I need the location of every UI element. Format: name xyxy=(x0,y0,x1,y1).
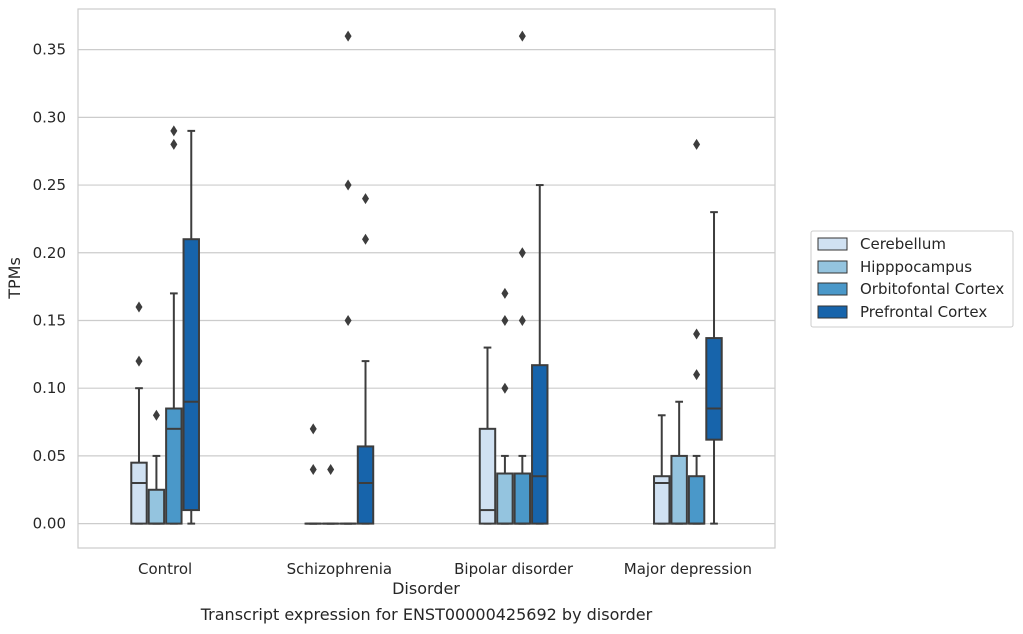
y-tick-label: 0.25 xyxy=(33,176,66,194)
y-tick-label: 0.00 xyxy=(33,515,66,533)
legend-label-orbitofrontal: Orbitofontal Cortex xyxy=(860,280,1004,298)
box-0-3 xyxy=(653,414,671,525)
box-2-1 xyxy=(339,30,357,525)
outlier-marker xyxy=(327,463,335,475)
box-body xyxy=(687,475,706,525)
legend-entry-prefrontal: Prefrontal Cortex xyxy=(817,303,987,321)
box-3-1 xyxy=(356,193,375,525)
legend-label-hippocampus: Hipppocampus xyxy=(860,258,972,276)
box-1-1 xyxy=(321,463,340,525)
outlier-marker xyxy=(170,125,178,137)
outlier-marker xyxy=(135,301,143,313)
box-1-0 xyxy=(147,409,166,525)
y-tick-label: 0.20 xyxy=(33,244,66,262)
x-axis-label: Disorder xyxy=(392,579,460,598)
legend-entry-orbitofrontal: Orbitofontal Cortex xyxy=(817,280,1004,298)
y-tick-label: 0.30 xyxy=(33,108,66,126)
x-tick-label: Schizophrenia xyxy=(287,560,392,578)
outlier-marker xyxy=(362,193,370,205)
outlier-marker xyxy=(501,314,509,326)
box-body xyxy=(670,454,688,525)
y-tick-label: 0.10 xyxy=(33,379,66,397)
outlier-marker xyxy=(344,30,352,42)
x-tick-labels: Control Schizophrenia Bipolar disorder Majo… xyxy=(138,560,752,578)
box-2-2 xyxy=(513,30,532,525)
outlier-marker xyxy=(309,463,317,475)
outlier-marker xyxy=(501,287,509,299)
outlier-marker xyxy=(135,355,143,367)
legend-entry-cerebellum: Cerebellum xyxy=(817,235,946,253)
box-3-0 xyxy=(182,129,200,525)
y-tick-label: 0.35 xyxy=(33,41,66,59)
outlier-marker xyxy=(344,314,352,326)
outlier-marker xyxy=(693,138,701,150)
plot-frame xyxy=(77,8,776,549)
legend-swatch-hippocampus xyxy=(817,260,848,274)
legend-entry-hippocampus: Hipppocampus xyxy=(817,258,972,276)
box-2-0 xyxy=(165,125,183,525)
box-0-1 xyxy=(304,423,322,525)
outlier-marker xyxy=(362,233,370,245)
legend-label-prefrontal: Prefrontal Cortex xyxy=(860,303,987,321)
y-tick-labels: 0.00 0.05 0.10 0.15 0.20 0.25 0.30 0.35 xyxy=(33,41,66,533)
box-body xyxy=(165,407,183,525)
legend-frame xyxy=(810,230,1014,328)
box-3-3 xyxy=(705,211,723,525)
chart-caption: Transcript expression for ENST0000042569… xyxy=(200,605,653,624)
legend-swatch-orbitofrontal xyxy=(817,282,848,296)
y-tick-label: 0.05 xyxy=(33,447,66,465)
outlier-marker xyxy=(501,382,509,394)
box-body xyxy=(496,472,514,525)
box-body xyxy=(513,472,532,525)
box-body xyxy=(531,364,549,525)
x-tick-label: Major depression xyxy=(624,560,752,578)
outlier-marker xyxy=(309,423,317,435)
outlier-marker xyxy=(518,30,526,42)
outlier-marker xyxy=(693,328,701,340)
box-1-2 xyxy=(496,287,514,525)
outlier-marker xyxy=(344,179,352,191)
legend: Cerebellum Hipppocampus Orbitofontal Cor… xyxy=(810,230,1014,328)
outlier-marker xyxy=(152,409,160,421)
y-axis-label: TPMs xyxy=(5,257,24,300)
box-2-3 xyxy=(687,138,706,525)
y-tick-label: 0.15 xyxy=(33,311,66,329)
box-body xyxy=(653,475,671,525)
legend-swatch-prefrontal xyxy=(817,305,848,319)
box-body xyxy=(130,461,148,525)
box-body xyxy=(478,427,497,525)
x-tick-label: Bipolar disorder xyxy=(454,560,574,578)
box-body xyxy=(356,445,375,525)
box-series xyxy=(130,30,723,525)
box-0-0 xyxy=(130,301,148,525)
x-tick-label: Control xyxy=(138,560,192,578)
box-3-2 xyxy=(531,184,549,525)
legend-swatch-cerebellum xyxy=(817,237,848,251)
outlier-marker xyxy=(518,314,526,326)
outlier-marker xyxy=(518,247,526,259)
outlier-marker xyxy=(693,369,701,381)
box-1-3 xyxy=(670,400,688,525)
outlier-marker xyxy=(170,138,178,150)
box-body xyxy=(147,488,166,525)
box-0-2 xyxy=(478,346,497,525)
box-body xyxy=(182,238,200,512)
legend-label-cerebellum: Cerebellum xyxy=(860,235,946,253)
box-body xyxy=(705,337,723,441)
